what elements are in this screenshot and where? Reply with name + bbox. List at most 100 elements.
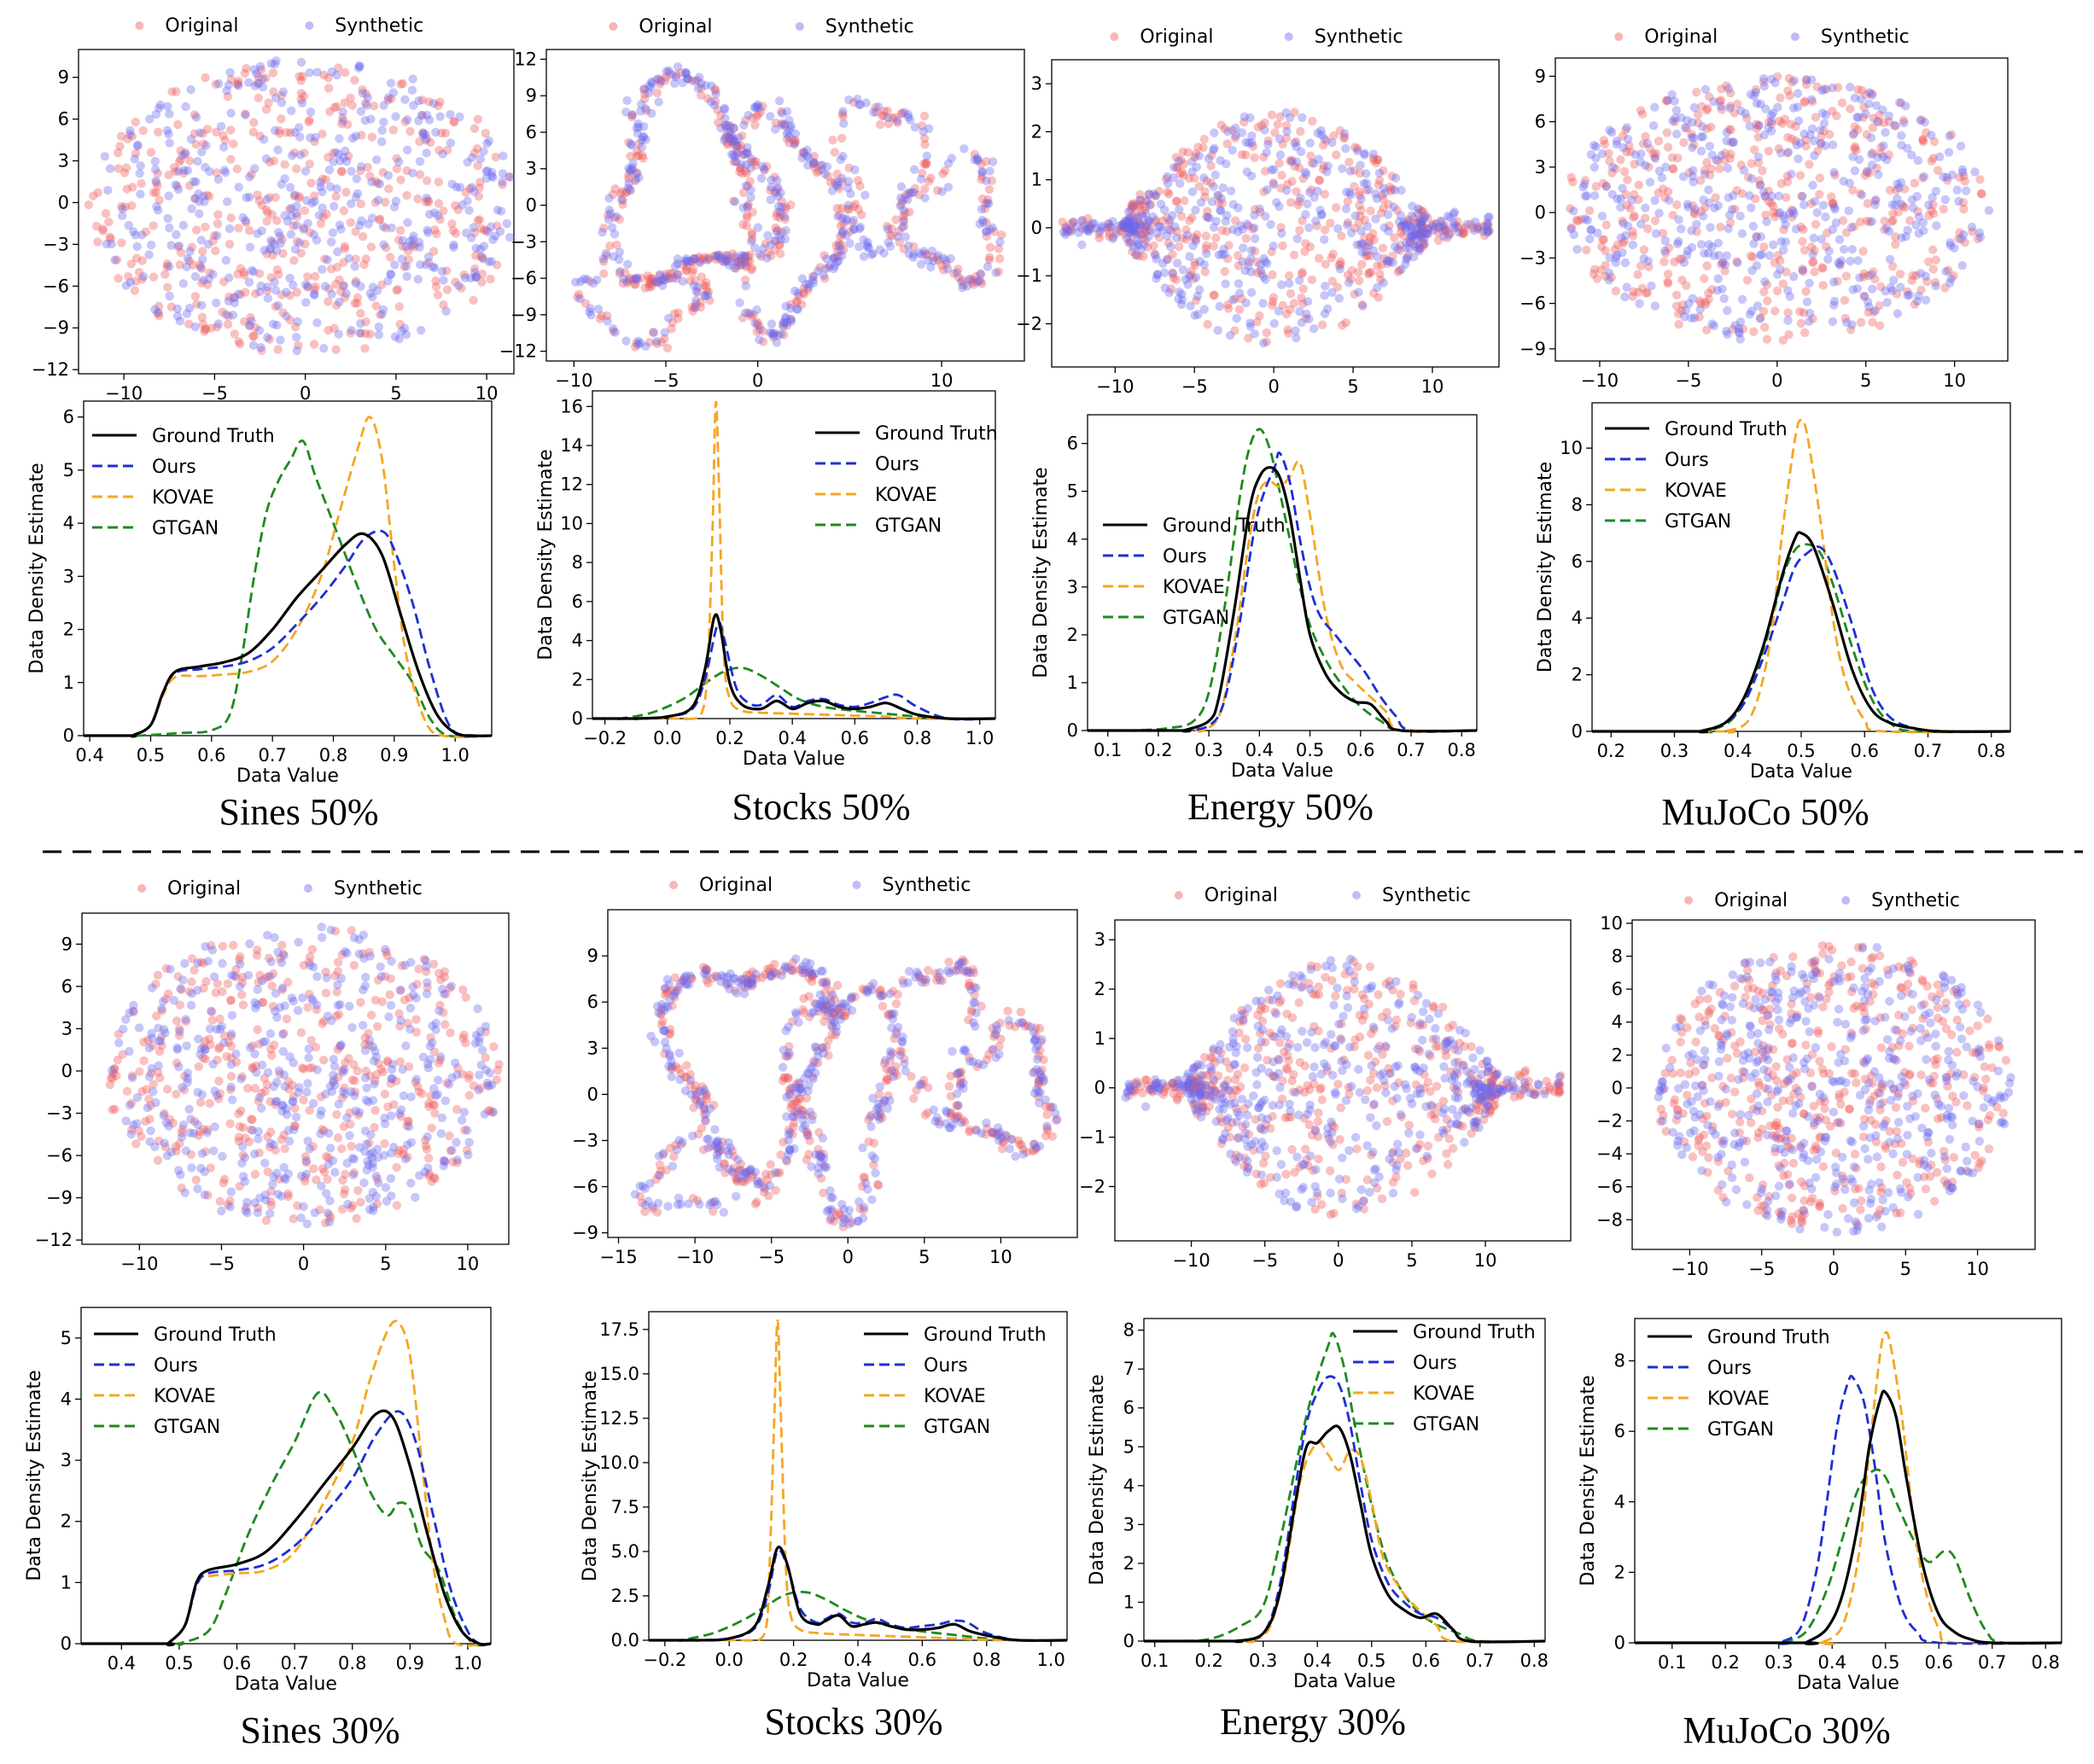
scatter-point bbox=[245, 242, 255, 252]
scatter-point bbox=[350, 1076, 359, 1086]
scatter-point bbox=[809, 159, 819, 168]
scatter-point bbox=[755, 321, 764, 331]
scatter-point bbox=[115, 142, 125, 151]
scatter-point bbox=[1601, 182, 1612, 191]
scatter-point bbox=[299, 1202, 308, 1212]
scatter-point bbox=[1226, 186, 1236, 195]
scatter-point bbox=[276, 239, 285, 248]
scatter-point bbox=[478, 269, 487, 279]
scatter-point bbox=[305, 115, 314, 125]
scatter-point bbox=[1221, 279, 1230, 288]
scatter-point bbox=[423, 1132, 432, 1142]
scatter-point bbox=[449, 117, 458, 126]
scatter-point bbox=[627, 140, 636, 150]
scatter-point bbox=[1126, 221, 1136, 230]
scatter-point bbox=[397, 254, 407, 264]
scatter-point bbox=[982, 231, 992, 241]
scatter-point bbox=[252, 951, 262, 960]
x-axis-label: Data Value bbox=[236, 766, 339, 787]
scatter-point bbox=[771, 236, 780, 246]
scatter-point bbox=[165, 262, 174, 271]
scatter-point bbox=[787, 317, 796, 326]
y-tick-label: 0 bbox=[526, 195, 537, 216]
scatter-point bbox=[481, 128, 490, 138]
scatter-point bbox=[1928, 245, 1938, 254]
scatter-point bbox=[629, 275, 639, 284]
scatter-point bbox=[331, 279, 341, 289]
scatter-point bbox=[1143, 216, 1153, 225]
scatter-point bbox=[355, 1143, 365, 1152]
scatter-point bbox=[766, 195, 776, 205]
scatter-point bbox=[720, 114, 730, 123]
scatter-point bbox=[777, 210, 786, 219]
scatter-point bbox=[1659, 184, 1668, 194]
scatter-point bbox=[1586, 225, 1596, 235]
scatter-point bbox=[320, 282, 330, 291]
scatter-point bbox=[373, 286, 382, 295]
scatter-point bbox=[153, 1156, 163, 1165]
scatter-point bbox=[1616, 195, 1625, 204]
y-tick-label: 0 bbox=[1031, 218, 1042, 238]
scatter-point bbox=[116, 131, 126, 141]
scatter-point bbox=[891, 215, 901, 224]
scatter-point bbox=[406, 1092, 416, 1102]
scatter-point bbox=[1821, 110, 1831, 119]
scatter-point bbox=[736, 141, 746, 150]
scatter-point bbox=[498, 180, 507, 189]
scatter-point bbox=[983, 198, 992, 208]
scatter-point bbox=[122, 1086, 132, 1096]
scatter-point bbox=[588, 278, 598, 288]
scatter-point bbox=[1682, 281, 1691, 290]
scatter-point bbox=[120, 202, 131, 212]
scatter-point bbox=[602, 251, 611, 260]
scatter-point bbox=[325, 1196, 335, 1206]
scatter-point bbox=[1739, 166, 1749, 175]
scatter-point bbox=[250, 81, 260, 91]
scatter-point bbox=[114, 274, 123, 283]
scatter-point bbox=[324, 1128, 334, 1138]
scatter-point bbox=[409, 231, 418, 241]
scatter-point bbox=[771, 188, 780, 198]
scatter-point bbox=[1585, 234, 1595, 244]
scatter-point bbox=[194, 189, 203, 199]
scatter-point bbox=[469, 295, 478, 306]
scatter-point bbox=[766, 112, 775, 121]
scatter-point bbox=[424, 115, 435, 125]
scatter-point bbox=[364, 219, 373, 229]
scatter-point bbox=[615, 214, 624, 224]
scatter-point bbox=[386, 1000, 396, 1010]
scatter-point bbox=[1897, 233, 1906, 242]
scatter-point bbox=[265, 243, 275, 253]
scatter-point bbox=[833, 252, 843, 261]
scatter-point bbox=[928, 253, 937, 262]
scatter-point bbox=[278, 87, 289, 96]
scatter-point bbox=[335, 220, 345, 230]
x-tick-label: 10 bbox=[1421, 376, 1444, 397]
scatter-point bbox=[1858, 247, 1868, 256]
scatter-point bbox=[626, 184, 635, 195]
scatter-point bbox=[883, 106, 892, 116]
scatter-point bbox=[417, 111, 428, 120]
y-tick-label: 3 bbox=[63, 566, 74, 586]
scatter-point bbox=[1260, 125, 1269, 135]
scatter-point bbox=[732, 148, 742, 158]
scatter-point bbox=[1311, 216, 1321, 226]
scatter-point bbox=[127, 1073, 137, 1083]
scatter-point bbox=[609, 327, 618, 336]
y-tick-label: 6 bbox=[572, 591, 583, 612]
legend-label-synthetic: Synthetic bbox=[1821, 26, 1910, 48]
scatter-point bbox=[414, 96, 423, 106]
scatter-point bbox=[744, 110, 753, 120]
scatter-point bbox=[1703, 104, 1712, 114]
scatter-point bbox=[260, 1158, 270, 1168]
scatter-point bbox=[422, 962, 431, 971]
scatter-point bbox=[439, 1161, 448, 1171]
scatter-point bbox=[762, 253, 772, 263]
y-tick-label: 3 bbox=[1067, 577, 1078, 597]
scatter-point bbox=[356, 282, 365, 291]
x-tick-label: 0.4 bbox=[1245, 740, 1274, 760]
scatter-point bbox=[599, 269, 609, 278]
scatter-point bbox=[1796, 171, 1805, 180]
scatter-point bbox=[1209, 145, 1218, 154]
